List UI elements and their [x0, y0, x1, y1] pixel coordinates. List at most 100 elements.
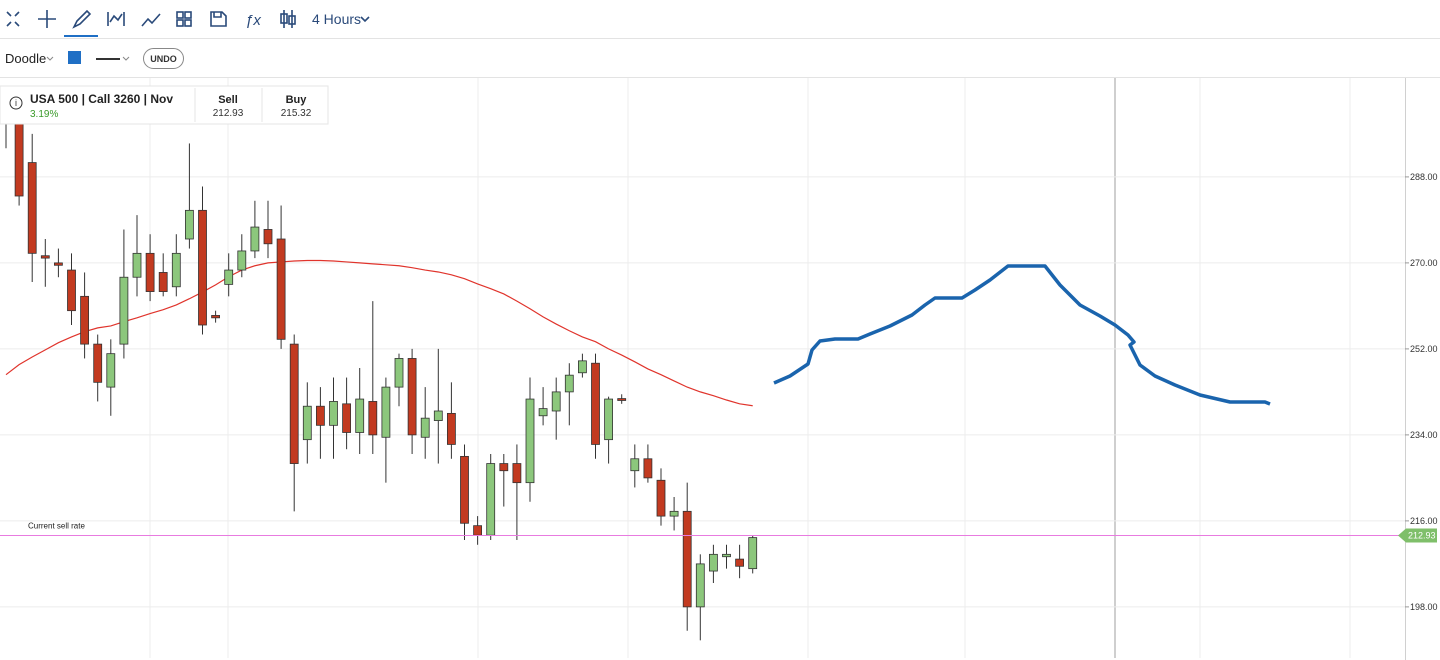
- candle-body: [525, 398, 535, 484]
- candle-body: [578, 360, 587, 374]
- candle-body: [132, 252, 142, 278]
- dropdown-arrow: [46, 56, 54, 61]
- candle-body: [682, 510, 692, 608]
- current-rate-label: Current sell rate: [28, 522, 85, 531]
- candle-body: [263, 229, 273, 245]
- candle-body: [315, 405, 325, 426]
- y-tick-label: 216.00: [1410, 516, 1438, 526]
- candle-body: [381, 386, 391, 438]
- candle-body: [591, 362, 600, 445]
- rate-tag-label: 212.93: [1408, 531, 1436, 541]
- color-swatch[interactable]: [68, 51, 81, 64]
- candle-body: [486, 463, 496, 536]
- candle-body: [329, 401, 338, 426]
- plot: Current sell rate: [0, 90, 1409, 641]
- candle-body: [80, 295, 89, 345]
- candle-icon[interactable]: [280, 10, 296, 28]
- instrument-name: USA 500 | Call 3260 | Nov: [30, 92, 173, 106]
- candle-body: [276, 238, 286, 340]
- candle-body: [54, 262, 63, 266]
- panel-box: [0, 85, 329, 125]
- interval-select[interactable]: 4 Hours: [312, 11, 361, 27]
- candle-body: [656, 479, 666, 517]
- candle-body: [158, 272, 168, 292]
- candle-body: [145, 252, 155, 292]
- candle-body: [237, 250, 247, 271]
- layout-icon[interactable]: [176, 11, 192, 27]
- candle-body: [302, 405, 312, 441]
- candle-body: [669, 510, 679, 517]
- toolbar: ƒx 4 Hours: [0, 9, 1440, 39]
- doodle-drawing[interactable]: [773, 264, 1271, 406]
- time-grid: [149, 78, 1351, 658]
- fx-icon[interactable]: ƒx: [245, 12, 261, 29]
- candle-body: [289, 343, 299, 464]
- change: 3.19%: [30, 109, 58, 120]
- instrument-panel: i USA 500 | Call 3260 | Nov 3.19% Sell 2…: [0, 85, 329, 125]
- candle-body: [446, 412, 456, 445]
- candle-body: [355, 398, 365, 433]
- candle-body: [512, 463, 522, 484]
- candle-body: [538, 408, 548, 417]
- candle-body: [551, 391, 561, 412]
- sell-label[interactable]: Sell: [218, 94, 238, 106]
- drawing-bar: Doodle UNDO: [0, 48, 1440, 78]
- candle-body: [460, 455, 469, 524]
- undo-label: UNDO: [150, 54, 177, 64]
- candle-body: [709, 553, 718, 572]
- buy-label[interactable]: Buy: [286, 94, 308, 106]
- candle-body: [211, 315, 221, 319]
- indicator-icon[interactable]: [107, 12, 125, 26]
- dropdown-arrow: [122, 56, 130, 61]
- buy-price[interactable]: 215.32: [281, 108, 312, 119]
- candle-body: [604, 398, 613, 441]
- candle-body: [67, 269, 76, 312]
- dropdown-arrow: [360, 16, 370, 23]
- candle-body: [106, 353, 116, 388]
- candle-body: [171, 252, 181, 288]
- candle-body: [394, 358, 404, 388]
- collapse-icon[interactable]: [6, 11, 20, 27]
- candle-body: [630, 458, 640, 472]
- tool-select[interactable]: Doodle: [5, 51, 46, 66]
- y-tick-label: 234.00: [1410, 430, 1438, 440]
- rate-tag: [1398, 528, 1437, 543]
- y-tick-label: 270.00: [1410, 258, 1438, 268]
- trend-icon[interactable]: [141, 13, 161, 27]
- candle-body: [407, 358, 417, 436]
- candle-body: [368, 401, 378, 436]
- y-tick-label: 198.00: [1410, 602, 1438, 612]
- candle-body: [119, 276, 129, 345]
- candle-body: [184, 209, 194, 240]
- candle-body: [473, 525, 483, 536]
- info-icon[interactable]: [9, 96, 23, 110]
- info-glyph: i: [15, 98, 17, 108]
- sell-price[interactable]: 212.93: [213, 108, 244, 119]
- undo-button[interactable]: [143, 48, 184, 69]
- candle-body: [27, 162, 37, 254]
- draw-icon[interactable]: [72, 9, 92, 29]
- candle-body: [643, 458, 653, 479]
- candle-body: [722, 553, 731, 558]
- y-tick-label: 252.00: [1410, 344, 1438, 354]
- candle-body: [198, 209, 207, 326]
- candle-body: [748, 537, 758, 570]
- candle-body: [420, 417, 430, 438]
- candle-body: [342, 403, 352, 433]
- candle-body: [499, 463, 509, 472]
- candle-body: [93, 343, 103, 383]
- active-underline: [64, 35, 98, 37]
- moving-average: [5, 259, 753, 407]
- crosshair-icon[interactable]: [38, 10, 56, 28]
- candle-body: [250, 226, 260, 252]
- candle-body: [433, 410, 443, 421]
- save-icon[interactable]: [210, 11, 227, 27]
- candle-body: [695, 563, 705, 608]
- y-tick-label: 288.00: [1410, 172, 1438, 182]
- candle-body: [40, 255, 50, 259]
- candle-body: [564, 374, 574, 393]
- candle-body: [617, 398, 627, 401]
- candle-body: [224, 269, 234, 285]
